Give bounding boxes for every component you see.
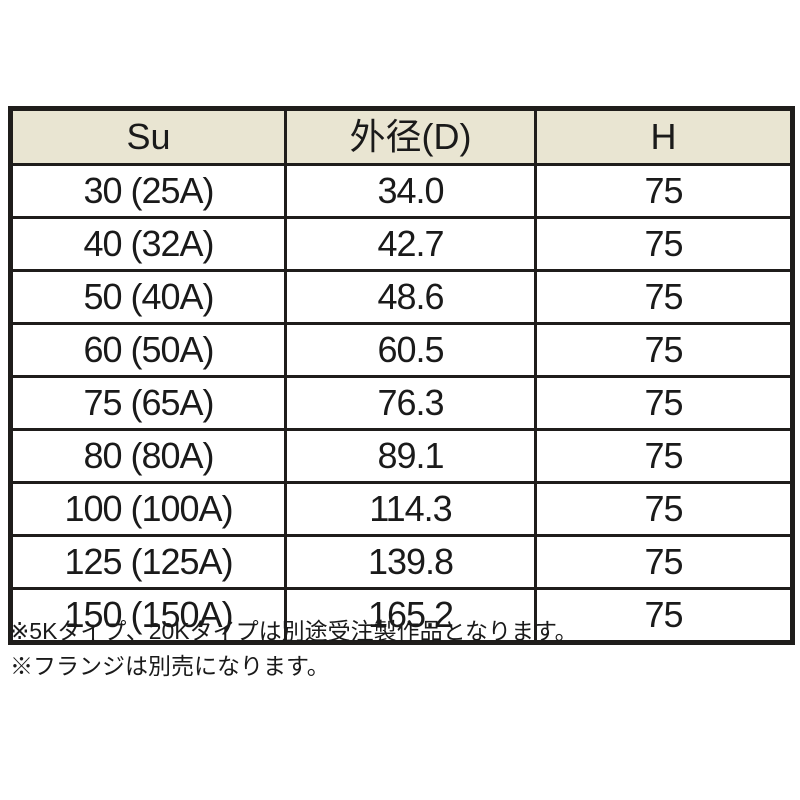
column-header-su: Su (9, 107, 287, 166)
table-row: 60 (50A) 60.5 75 (9, 322, 794, 378)
table-cell: 75 (534, 375, 794, 431)
table-cell: 75 (534, 163, 794, 219)
table-cell: 40 (32A) (9, 216, 287, 272)
table-row: 40 (32A) 42.7 75 (9, 216, 794, 272)
table-cell: 89.1 (284, 428, 537, 484)
table-row: 150 (150A) 165.2 75 (9, 587, 794, 644)
table-cell: 34.0 (284, 163, 537, 219)
footnotes: ※5Kタイプ、20Kタイプは別途受注製作品となります。 ※フランジは別売になりま… (10, 614, 578, 684)
table-cell: 125 (125A) (9, 534, 287, 590)
table-cell: 139.8 (284, 534, 537, 590)
table-cell: 75 (534, 269, 794, 325)
table-row: 75 (65A) 76.3 75 (9, 375, 794, 431)
table-cell: 75 (65A) (9, 375, 287, 431)
table-cell: 60 (50A) (9, 322, 287, 378)
table-cell: 75 (534, 481, 794, 537)
table-cell: 75 (534, 534, 794, 590)
footnote-flange-sold-separately: ※フランジは別売になります。 (10, 653, 330, 679)
table-cell: 50 (40A) (9, 269, 287, 325)
table-cell: 75 (534, 216, 794, 272)
table-cell: 75 (534, 587, 794, 644)
table-cell: 30 (25A) (9, 163, 287, 219)
column-header-outer-diameter: 外径(D) (284, 107, 537, 166)
table-cell: 42.7 (284, 216, 537, 272)
table-cell: 80 (80A) (9, 428, 287, 484)
spec-table: Su 外径(D) H 30 (25A) 34.0 75 40 (32A) 42.7 75 5… (8, 106, 795, 645)
table-row: 80 (80A) 89.1 75 (9, 428, 794, 484)
table-row: 50 (40A) 48.6 75 (9, 269, 794, 325)
table-cell: 75 (534, 322, 794, 378)
table-cell: 150 (150A) (9, 587, 287, 644)
table-cell: 60.5 (284, 322, 537, 378)
table-row: 30 (25A) 34.0 75 (9, 163, 794, 219)
table-cell: 100 (100A) (9, 481, 287, 537)
table-header-row: Su 外径(D) H (9, 107, 794, 166)
table-cell: 114.3 (284, 481, 537, 537)
table-cell: 76.3 (284, 375, 537, 431)
table-cell: 48.6 (284, 269, 537, 325)
table-cell: 75 (534, 428, 794, 484)
table-row: 125 (125A) 139.8 75 (9, 534, 794, 590)
column-header-h: H (534, 107, 794, 166)
footnote-custom-order: ※5Kタイプ、20Kタイプは別途受注製作品となります。 (10, 618, 578, 644)
table-cell: 165.2 (284, 587, 537, 644)
spec-table-body: 30 (25A) 34.0 75 40 (32A) 42.7 75 50 (40A) 48.6… (9, 163, 794, 644)
table-row: 100 (100A) 114.3 75 (9, 481, 794, 537)
